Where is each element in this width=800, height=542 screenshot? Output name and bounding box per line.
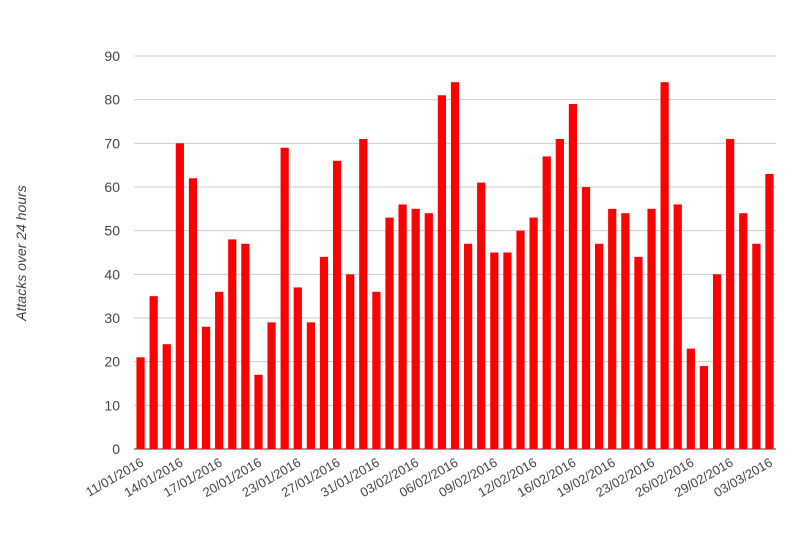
bar [634, 256, 643, 449]
bar [699, 366, 709, 449]
bars [136, 82, 774, 450]
bar [673, 204, 682, 449]
bar [280, 147, 289, 449]
bar [162, 344, 171, 449]
bar [267, 322, 276, 449]
bar [254, 374, 263, 449]
y-tick-label: 80 [104, 92, 120, 108]
bar [201, 326, 211, 449]
bar [503, 252, 512, 449]
bar [555, 138, 564, 449]
bar [608, 208, 617, 449]
bar [228, 239, 237, 449]
y-tick-label: 60 [104, 179, 120, 195]
bar [241, 243, 250, 449]
bar [332, 160, 342, 450]
bar [149, 296, 158, 449]
x-axis-ticks: 11/01/201614/01/201617/01/201620/01/2016… [83, 455, 775, 501]
bar [660, 82, 669, 449]
bar [175, 143, 184, 449]
y-tick-label: 20 [104, 354, 120, 370]
bar [424, 213, 433, 449]
bar [542, 156, 551, 449]
bar [293, 287, 302, 449]
y-tick-label: 40 [104, 266, 120, 282]
y-tick-label: 90 [104, 48, 120, 64]
y-axis-ticks: 0 10 20 30 40 50 60 70 80 90 [104, 48, 120, 457]
bar [188, 178, 198, 449]
bar [385, 217, 394, 449]
bar [647, 208, 656, 449]
bar [621, 213, 630, 449]
bar [712, 274, 722, 449]
y-tick-label: 0 [112, 441, 120, 457]
bar [752, 243, 761, 449]
bar [581, 187, 591, 449]
y-tick-label: 50 [104, 223, 120, 239]
bar [529, 217, 538, 449]
y-axis-title: Attacks over 24 hours [13, 185, 29, 321]
bar [516, 230, 525, 449]
bar [686, 348, 695, 449]
y-tick-label: 10 [104, 397, 120, 413]
bar [372, 291, 381, 449]
bar [726, 138, 735, 449]
bar [136, 357, 145, 449]
bar [359, 138, 368, 449]
bar [319, 256, 329, 449]
bar [464, 243, 473, 449]
bar [346, 274, 355, 449]
bar [437, 95, 446, 450]
bar [765, 173, 774, 449]
bar [411, 208, 420, 449]
bar [398, 204, 407, 449]
bar [477, 182, 486, 449]
bar [490, 252, 499, 449]
bar [568, 104, 578, 449]
bar [595, 243, 604, 449]
bar [306, 322, 315, 449]
bar [215, 291, 224, 449]
bar [739, 213, 748, 449]
y-tick-label: 30 [104, 310, 120, 326]
y-tick-label: 70 [104, 135, 120, 151]
bar [450, 82, 460, 449]
